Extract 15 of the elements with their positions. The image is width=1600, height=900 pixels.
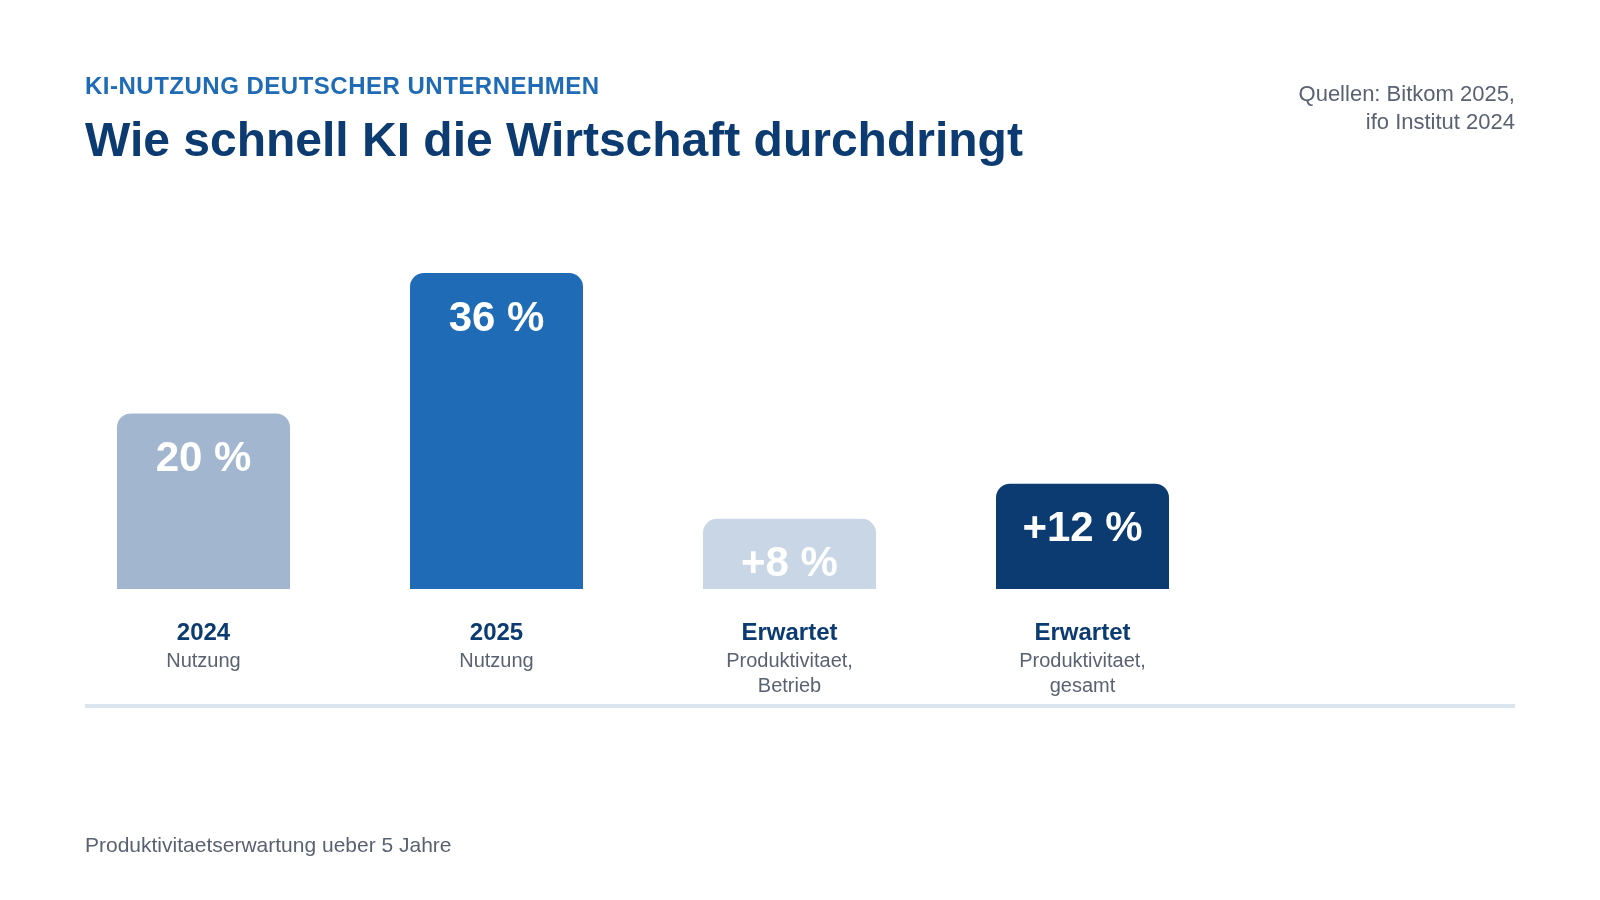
text: Produktivitaetserwartung ueber 5 Jahre: [85, 833, 452, 857]
source-note: Quellen: Bitkom 2025, ifo Institut 2024: [1298, 80, 1515, 136]
x-tick-label: Erwartet Produktivitaet, gesamt: [1019, 617, 1146, 696]
x-tick-label: Erwartet Produktivitaet, Betrieb: [726, 617, 853, 696]
data-label: 36 %: [448, 292, 545, 340]
bar: [117, 413, 290, 589]
bar: [703, 518, 876, 589]
bar: [410, 273, 583, 589]
x-tick-label: 2025 Nutzung: [459, 617, 534, 671]
data-label: 20 %: [155, 432, 252, 480]
chart-subtitle: KI-NUTZUNG DEUTSCHER UNTERNEHMEN: [85, 72, 600, 100]
data-label: +12 %: [1022, 503, 1143, 551]
chart-title: Wie schnell KI die Wirtschaft durchdringt: [85, 112, 1023, 167]
x-tick-label: 2024 Nutzung: [166, 617, 241, 671]
bar: [996, 483, 1169, 589]
